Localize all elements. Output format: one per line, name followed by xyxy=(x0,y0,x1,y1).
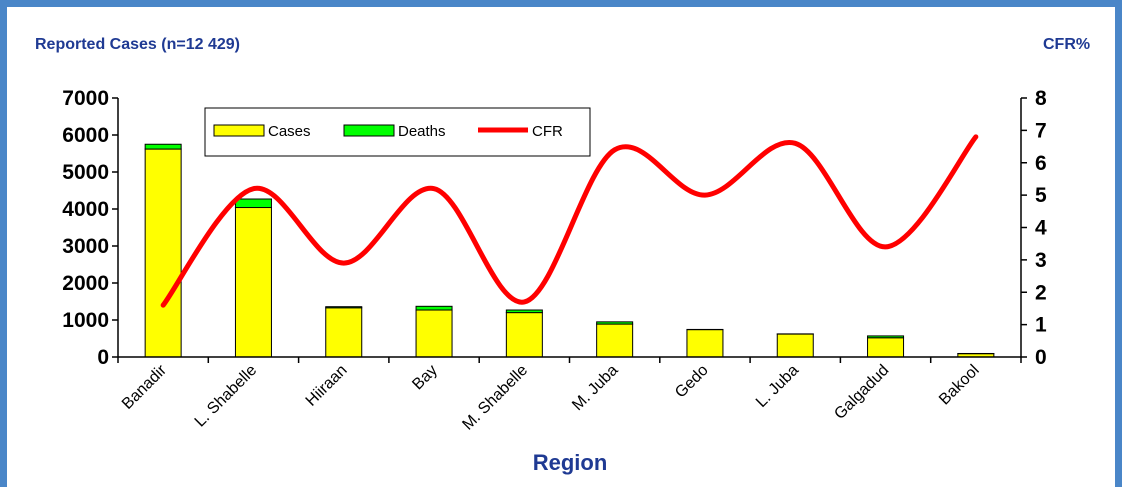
legend-label-deaths: Deaths xyxy=(398,123,446,140)
bar-cases-0 xyxy=(144,148,182,358)
legend-label-cases: Cases xyxy=(268,123,311,140)
bar-deaths-4 xyxy=(505,309,543,314)
x-tick-label-0: Banadir xyxy=(119,361,170,412)
x-tick-label-7: L. Juba xyxy=(753,362,802,411)
bar-deaths-1 xyxy=(234,198,272,209)
y-tick-label-5: 5000 xyxy=(62,161,109,184)
bar-deaths-3 xyxy=(415,305,453,311)
cfr-point-9 xyxy=(975,136,977,138)
y2-tick-label-8: 8 xyxy=(1035,87,1047,110)
y-tick-label-3: 3000 xyxy=(62,235,109,258)
legend: Cases Deaths CFR xyxy=(204,107,591,157)
bar-cases-8 xyxy=(867,337,905,358)
y2-tick-label-7: 7 xyxy=(1035,119,1047,142)
y2-tick-label-3: 3 xyxy=(1035,249,1047,272)
cfr-point-7 xyxy=(794,142,796,144)
bar-deaths-2 xyxy=(325,306,363,309)
cfr-point-6 xyxy=(704,194,706,196)
legend-swatch-deaths xyxy=(343,124,395,137)
x-tick-label-6: Gedo xyxy=(672,362,712,402)
y2-tick-label-1: 1 xyxy=(1035,314,1047,337)
bar-deaths-8 xyxy=(867,335,905,339)
y2-tick-label-5: 5 xyxy=(1035,184,1047,207)
x-tick-label-4: M. Shabelle xyxy=(459,362,531,434)
bar-deaths-5 xyxy=(596,321,634,325)
x-tick-label-9: Bakool xyxy=(936,362,983,409)
y-tick-label-0: 0 xyxy=(97,346,109,369)
x-tick-label-1: L. Shabelle xyxy=(192,362,261,431)
cfr-point-2 xyxy=(343,262,345,264)
bar-cases-7 xyxy=(776,333,814,358)
cfr-point-4 xyxy=(523,301,525,303)
cfr-point-5 xyxy=(614,149,616,151)
right-axis-title: CFR% xyxy=(1043,36,1090,53)
bar-cases-4 xyxy=(505,312,543,358)
x-tick-label-8: Galgadud xyxy=(831,362,892,423)
x-tick-label-5: M. Juba xyxy=(569,362,621,414)
cfr-line xyxy=(160,134,979,308)
y2-tick-label-6: 6 xyxy=(1035,152,1047,175)
y2-tick-label-4: 4 xyxy=(1035,217,1047,240)
bar-cases-1 xyxy=(234,207,272,358)
chart-title: Reported Cases (n=12 429) xyxy=(35,36,240,53)
y-tick-label-2: 2000 xyxy=(62,272,109,295)
cfr-point-3 xyxy=(433,188,435,190)
cfr-point-0 xyxy=(162,304,164,306)
y2-tick-label-2: 2 xyxy=(1035,281,1047,304)
bar-cases-6 xyxy=(686,329,724,358)
y-tick-label-7: 7000 xyxy=(62,87,109,110)
legend-swatch-cases xyxy=(213,124,265,137)
cfr-point-8 xyxy=(885,246,887,248)
bar-deaths-0 xyxy=(144,143,182,150)
bar-cases-2 xyxy=(325,307,363,358)
x-tick-label-3: Bay xyxy=(409,362,441,394)
y2-tick-label-0: 0 xyxy=(1035,346,1047,369)
legend-label-cfr: CFR xyxy=(532,123,563,140)
x-tick-label-2: Hiiraan xyxy=(303,362,351,410)
x-axis-label: Region xyxy=(533,450,608,475)
bar-cases-5 xyxy=(596,323,634,358)
y-tick-label-6: 6000 xyxy=(62,124,109,147)
y-tick-label-1: 1000 xyxy=(62,309,109,332)
bar-cases-3 xyxy=(415,309,453,358)
y-tick-label-4: 4000 xyxy=(62,198,109,221)
cfr-point-1 xyxy=(252,188,254,190)
